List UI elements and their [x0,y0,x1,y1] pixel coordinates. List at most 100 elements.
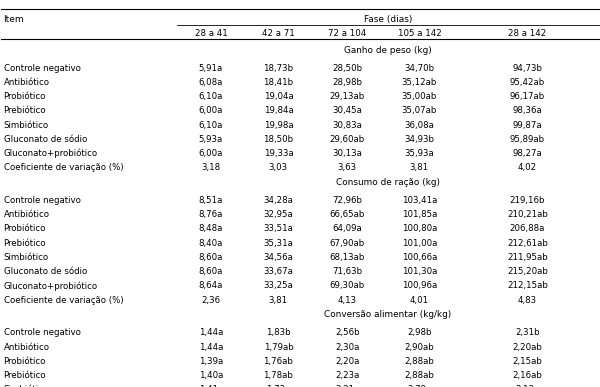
Text: 206,88a: 206,88a [510,224,545,233]
Text: 33,67a: 33,67a [263,267,293,276]
Text: Gluconato+probiótico: Gluconato+probiótico [4,149,98,158]
Text: 35,00ab: 35,00ab [402,92,437,101]
Text: 215,20ab: 215,20ab [507,267,548,276]
Text: 105 a 142: 105 a 142 [398,29,441,38]
Text: 72 a 104: 72 a 104 [328,29,367,38]
Text: 1,73a: 1,73a [266,385,290,387]
Text: 4,13: 4,13 [338,296,357,305]
Text: 34,93b: 34,93b [404,135,434,144]
Text: Probiótico: Probiótico [4,357,46,366]
Text: 1,40a: 1,40a [199,371,223,380]
Text: 8,48a: 8,48a [199,224,223,233]
Text: Coeficiente de variação (%): Coeficiente de variação (%) [4,296,123,305]
Text: 2,88ab: 2,88ab [404,371,434,380]
Text: 1,44a: 1,44a [199,342,223,351]
Text: 101,30a: 101,30a [402,267,437,276]
Text: Consumo de ração (kg): Consumo de ração (kg) [336,178,440,187]
Text: 18,50b: 18,50b [263,135,293,144]
Text: 18,41b: 18,41b [263,78,293,87]
Text: 3,81: 3,81 [410,163,429,172]
Text: 2,15ab: 2,15ab [512,357,542,366]
Text: 34,56a: 34,56a [263,253,293,262]
Text: 33,25a: 33,25a [263,281,293,290]
Text: 69,30ab: 69,30ab [330,281,365,290]
Text: Gluconato+probiótico: Gluconato+probiótico [4,281,98,291]
Text: Probiótico: Probiótico [4,92,46,101]
Text: 98,36a: 98,36a [512,106,542,115]
Text: 3,18: 3,18 [202,163,220,172]
Text: 2,98b: 2,98b [407,328,431,337]
Text: 71,63b: 71,63b [332,267,362,276]
Text: 3,03: 3,03 [269,163,288,172]
Text: 95,89ab: 95,89ab [510,135,545,144]
Text: 35,93a: 35,93a [404,149,434,158]
Text: 8,60a: 8,60a [199,267,223,276]
Text: 212,15ab: 212,15ab [507,281,548,290]
Text: Antibiótico: Antibiótico [4,78,50,87]
Text: Simbiótico: Simbiótico [4,385,49,387]
Text: 1,76ab: 1,76ab [263,357,293,366]
Text: 28,98b: 28,98b [332,78,362,87]
Text: 8,40a: 8,40a [199,239,223,248]
Text: 211,95ab: 211,95ab [507,253,548,262]
Text: 35,07ab: 35,07ab [402,106,437,115]
Text: Ganho de peso (kg): Ganho de peso (kg) [344,46,432,55]
Text: 30,13a: 30,13a [332,149,362,158]
Text: 2,23a: 2,23a [335,371,359,380]
Text: 18,73b: 18,73b [263,64,293,73]
Text: 98,27a: 98,27a [512,149,542,158]
Text: 219,16b: 219,16b [509,196,545,205]
Text: 1,79ab: 1,79ab [263,342,293,351]
Text: 212,61ab: 212,61ab [507,239,548,248]
Text: 34,70b: 34,70b [404,64,434,73]
Text: Fase (dias): Fase (dias) [364,15,412,24]
Text: 34,28a: 34,28a [263,196,293,205]
Text: 28 a 41: 28 a 41 [194,29,227,38]
Text: 2,20a: 2,20a [335,357,359,366]
Text: 2,21a: 2,21a [335,385,359,387]
Text: 103,41a: 103,41a [402,196,437,205]
Text: 2,36: 2,36 [202,296,220,305]
Text: Controle negativo: Controle negativo [4,64,80,73]
Text: 72,96b: 72,96b [332,196,362,205]
Text: 2,20ab: 2,20ab [512,342,542,351]
Text: 29,13ab: 29,13ab [330,92,365,101]
Text: Controle negativo: Controle negativo [4,328,80,337]
Text: 3,81: 3,81 [269,296,288,305]
Text: 8,76a: 8,76a [199,210,223,219]
Text: 32,95a: 32,95a [263,210,293,219]
Text: Gluconato de sódio: Gluconato de sódio [4,267,87,276]
Text: 3,63: 3,63 [338,163,357,172]
Text: 1,83b: 1,83b [266,328,291,337]
Text: 101,00a: 101,00a [402,239,437,248]
Text: 5,91a: 5,91a [199,64,223,73]
Text: 33,51a: 33,51a [263,224,293,233]
Text: Simbiótico: Simbiótico [4,121,49,130]
Text: 100,80a: 100,80a [402,224,437,233]
Text: 35,31a: 35,31a [263,239,293,248]
Text: Controle negativo: Controle negativo [4,196,80,205]
Text: 30,83a: 30,83a [332,121,362,130]
Text: 2,90ab: 2,90ab [404,342,434,351]
Text: 6,08a: 6,08a [199,78,223,87]
Text: Probiótico: Probiótico [4,224,46,233]
Text: 64,09a: 64,09a [332,224,362,233]
Text: 1,44a: 1,44a [199,328,223,337]
Text: 2,30a: 2,30a [335,342,359,351]
Text: Conversão alimentar (kg/kg): Conversão alimentar (kg/kg) [324,310,452,320]
Text: 210,21ab: 210,21ab [507,210,548,219]
Text: 19,04a: 19,04a [263,92,293,101]
Text: 6,00a: 6,00a [199,106,223,115]
Text: 96,17ab: 96,17ab [510,92,545,101]
Text: 4,83: 4,83 [518,296,537,305]
Text: 1,78ab: 1,78ab [263,371,293,380]
Text: 8,64a: 8,64a [199,281,223,290]
Text: Item: Item [4,15,24,24]
Text: 5,93a: 5,93a [199,135,223,144]
Text: 2,56b: 2,56b [335,328,360,337]
Text: Coeficiente de variação (%): Coeficiente de variação (%) [4,163,123,172]
Text: 19,84a: 19,84a [263,106,293,115]
Text: 8,51a: 8,51a [199,196,223,205]
Text: 2,12a: 2,12a [515,385,539,387]
Text: 8,60a: 8,60a [199,253,223,262]
